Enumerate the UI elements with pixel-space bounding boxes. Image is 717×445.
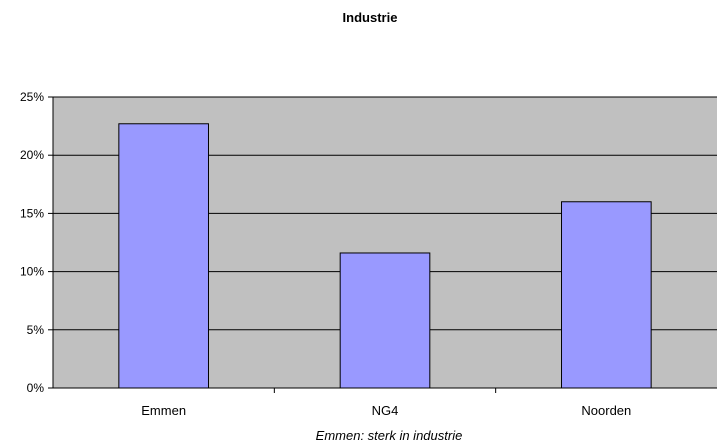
y-tick-labels: 0% 5% 10% 15% 20% 25% — [20, 90, 44, 395]
x-category-labels: Emmen NG4 Noorden — [141, 403, 631, 418]
chart-title: Industrie — [343, 10, 398, 25]
axes — [48, 96, 717, 393]
y-tick-label: 15% — [20, 206, 44, 220]
bars — [118, 123, 652, 389]
x-category-label: Emmen — [141, 403, 186, 418]
y-tick-label: 20% — [20, 148, 44, 162]
bar-emmen — [118, 123, 209, 389]
y-tick-label: 0% — [27, 381, 45, 395]
bar-ng4 — [339, 252, 431, 389]
x-category-label: Noorden — [581, 403, 631, 418]
bar-noorden — [561, 201, 652, 389]
y-tick-label: 5% — [27, 323, 45, 337]
y-tick-label: 10% — [20, 265, 44, 279]
x-axis-label: Emmen: sterk in industrie — [316, 428, 463, 443]
x-category-label: NG4 — [372, 403, 399, 418]
y-tick-label: 25% — [20, 90, 44, 104]
